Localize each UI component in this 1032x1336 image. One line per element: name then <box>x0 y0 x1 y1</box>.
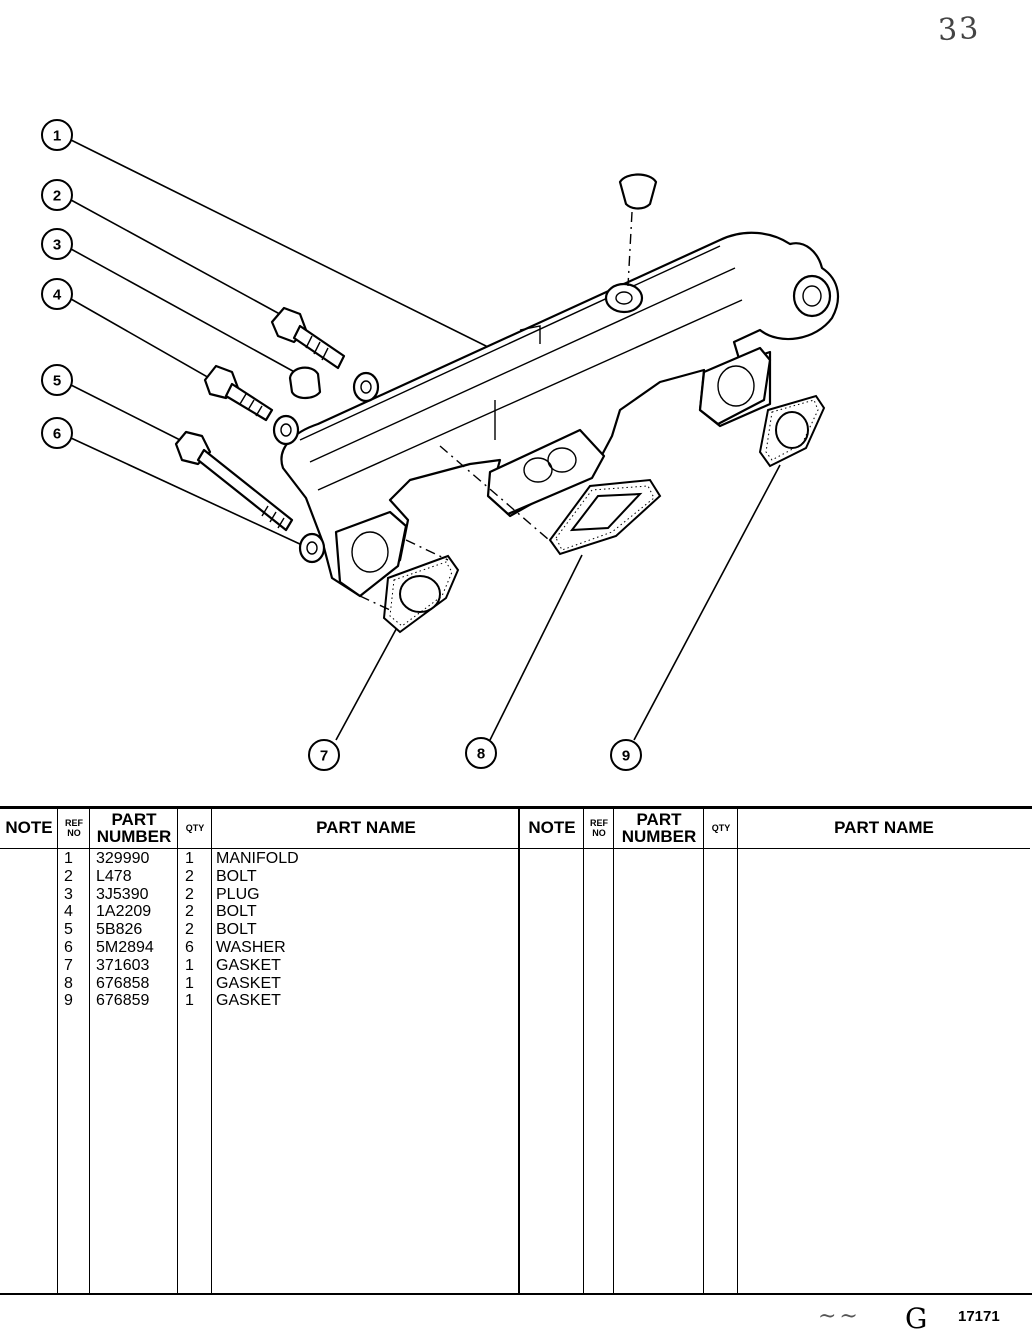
col-note-2 <box>520 808 584 1294</box>
footer-signature: ~ ~ <box>818 1304 858 1329</box>
header-qty: QTY <box>185 823 205 833</box>
manifold <box>280 231 840 598</box>
svg-text:4: 4 <box>53 287 62 304</box>
gasket-676858 <box>439 445 662 556</box>
col-qty-2 <box>704 808 738 1294</box>
callout-7: 7 <box>308 739 340 771</box>
header-ref-no: REF NO <box>65 818 83 838</box>
svg-text:2: 2 <box>53 188 61 205</box>
header-part-name: PART NAME <box>316 818 416 837</box>
parts-table: NOTE REF NO PART NUMBER QTY PART NAME NOTE… <box>0 808 1030 1294</box>
callout-1: 1 <box>41 119 73 151</box>
header-ref-no-2: REF NO <box>590 818 608 838</box>
col-qty <box>178 808 212 1294</box>
exploded-diagram: 1 2 3 4 5 6 7 8 9 <box>41 119 840 771</box>
table-bottom-rule <box>0 1293 1032 1295</box>
svg-text:9: 9 <box>622 748 630 765</box>
col-ref <box>58 808 90 1294</box>
col-part-number <box>90 808 178 1294</box>
svg-text:5: 5 <box>53 373 61 390</box>
header-part-name-2: PART NAME <box>834 818 934 837</box>
bolt-l478 <box>270 306 380 403</box>
col-part-number-2 <box>614 808 704 1294</box>
plug-3j5390 <box>288 366 322 400</box>
pipe-plug-top <box>618 173 658 287</box>
bolt-1a2209 <box>203 364 300 446</box>
gasket-371603 <box>359 539 460 634</box>
svg-text:3: 3 <box>53 237 61 254</box>
header-part-number-2: PART NUMBER <box>621 810 697 846</box>
table-top-rule <box>0 806 1032 809</box>
svg-text:7: 7 <box>320 748 328 765</box>
header-part-number: PART NUMBER <box>96 810 172 846</box>
header-note-2: NOTE <box>528 818 576 837</box>
svg-text:6: 6 <box>53 426 61 443</box>
footer-mark: G <box>905 1302 928 1335</box>
callout-3: 3 <box>41 228 73 260</box>
illustration-code: 17171 <box>958 1308 1000 1325</box>
header-note: NOTE <box>5 818 53 837</box>
col-note <box>0 808 58 1294</box>
svg-text:1: 1 <box>53 128 61 145</box>
callout-2: 2 <box>41 179 73 211</box>
callout-9: 9 <box>610 739 642 771</box>
gasket-676859 <box>758 394 826 468</box>
header-qty-2: QTY <box>711 823 731 833</box>
header-divider <box>0 848 1030 849</box>
col-part-name <box>212 808 520 1294</box>
bolt-5b826 <box>174 430 326 564</box>
callout-6: 6 <box>41 417 73 449</box>
callout-5: 5 <box>41 364 73 396</box>
callout-4: 4 <box>41 278 73 310</box>
leader-lines <box>70 139 781 741</box>
col-ref-2 <box>584 808 614 1294</box>
callout-8: 8 <box>465 737 497 769</box>
svg-text:8: 8 <box>477 746 485 763</box>
